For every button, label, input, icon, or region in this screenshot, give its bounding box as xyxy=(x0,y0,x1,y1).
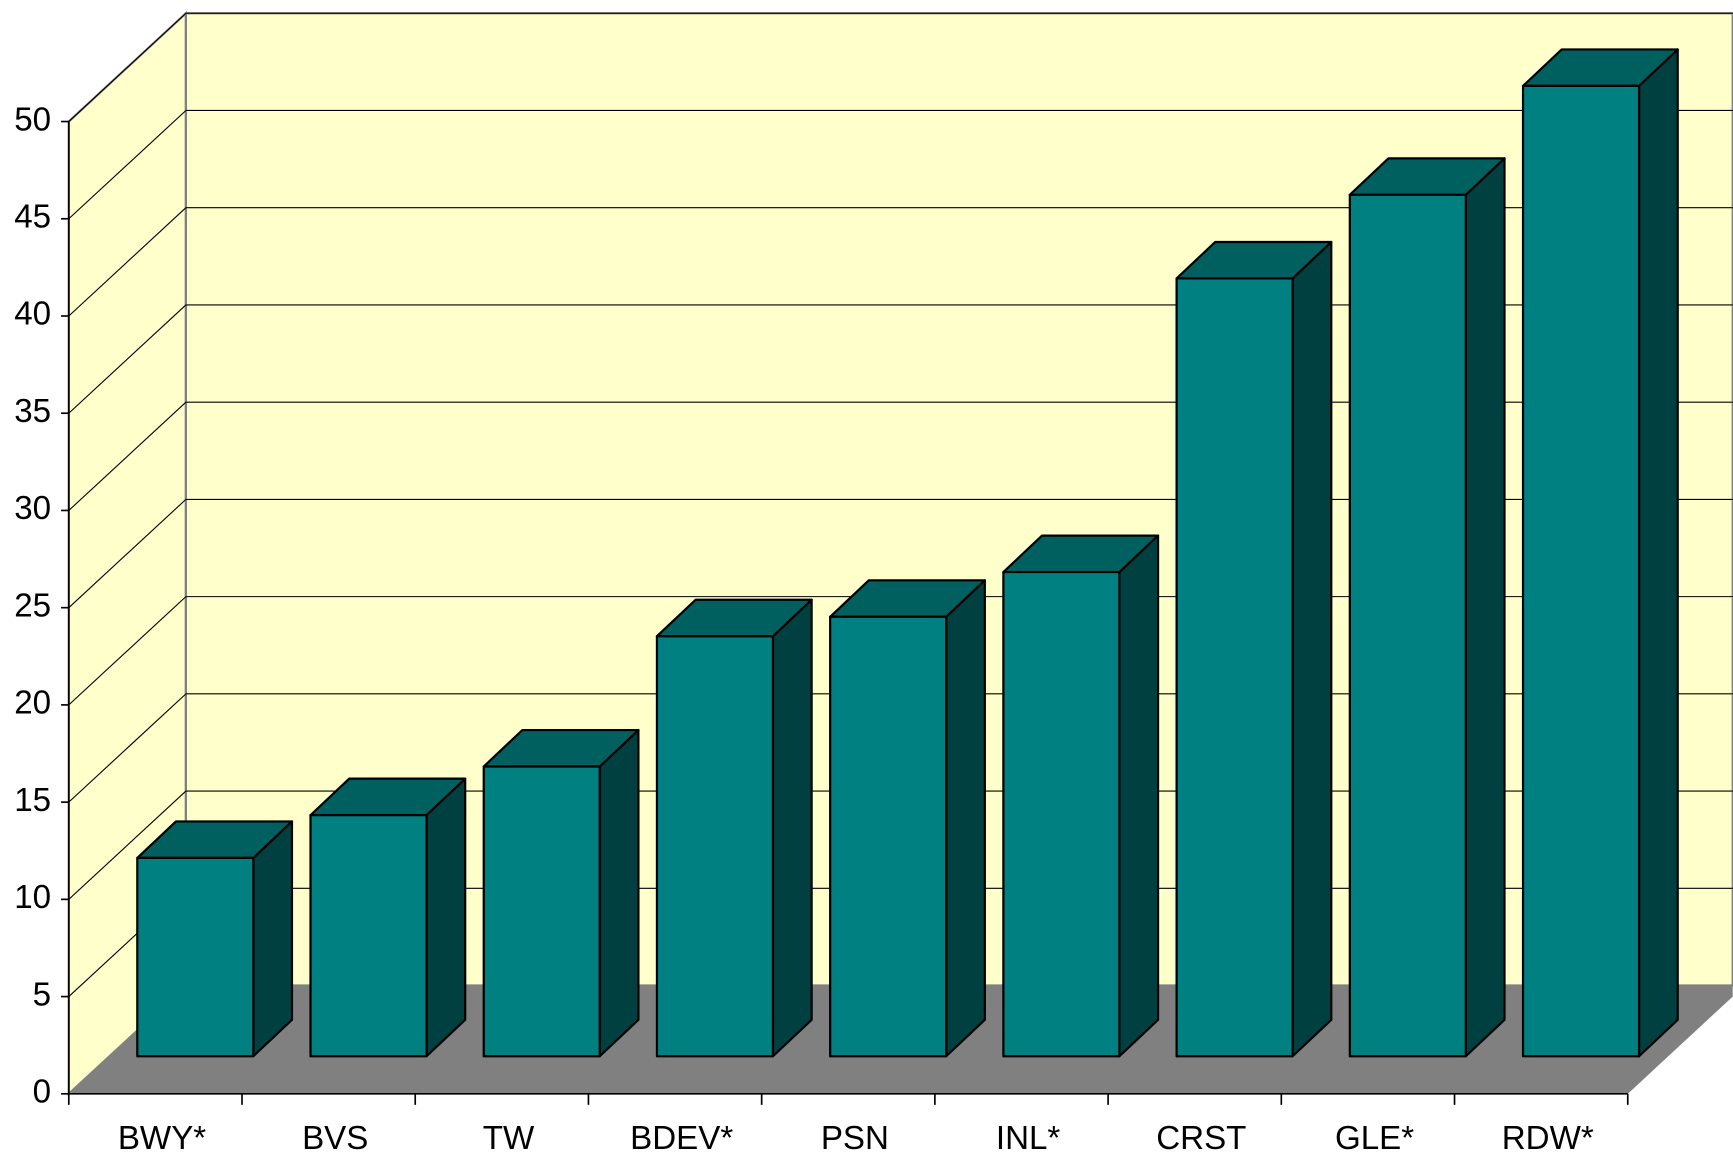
bar xyxy=(1348,193,1467,1058)
bar xyxy=(482,765,601,1058)
x-tick-label: BWY* xyxy=(118,1120,206,1157)
x-tick-label: TW xyxy=(483,1120,535,1157)
bar-side xyxy=(425,777,467,1058)
bar xyxy=(829,615,948,1058)
grid-line xyxy=(68,12,187,122)
bar-side xyxy=(1637,48,1679,1058)
y-tick-label: 50 xyxy=(14,101,51,138)
y-tick-label: 20 xyxy=(14,685,51,722)
grid-line xyxy=(68,693,187,803)
grid-line xyxy=(68,790,187,900)
bar-side xyxy=(945,579,986,1058)
grid-line xyxy=(68,110,187,220)
y-tick-label: 40 xyxy=(14,296,51,333)
bar-side xyxy=(771,598,813,1058)
bar xyxy=(1002,570,1121,1058)
x-tick-label: RDW* xyxy=(1502,1120,1594,1157)
bar-side xyxy=(1118,534,1160,1058)
y-tick-label: 35 xyxy=(14,393,51,430)
bar xyxy=(655,635,775,1058)
y-tick-label: 25 xyxy=(14,587,51,624)
bar-side xyxy=(252,820,294,1058)
x-tick-label: BDEV* xyxy=(630,1120,733,1157)
y-tick-label: 5 xyxy=(33,976,51,1013)
bar xyxy=(309,814,428,1058)
grid-line xyxy=(68,207,187,317)
x-tick-label: CRST xyxy=(1156,1120,1246,1157)
y-tick-label: 30 xyxy=(14,490,51,527)
grid-line xyxy=(68,401,187,511)
bar xyxy=(1175,277,1294,1058)
y-tick-label: 0 xyxy=(33,1074,51,1111)
bar xyxy=(1521,84,1641,1058)
grid-line xyxy=(68,596,187,706)
x-tick-label: BVS xyxy=(302,1120,368,1157)
axes: 0 5 10 15 20 25 30 35 40 45 50 BWY* BVS TW BDEV* PSN INL… xyxy=(14,101,1629,1157)
bars xyxy=(136,48,1679,1058)
bar-side xyxy=(1464,157,1506,1058)
grid-line xyxy=(68,304,187,414)
bar-side xyxy=(1291,240,1333,1058)
bar-side xyxy=(598,728,640,1058)
x-tick-label: GLE* xyxy=(1335,1120,1414,1157)
y-tick-label: 15 xyxy=(14,782,51,819)
x-tick-label: INL* xyxy=(996,1120,1061,1157)
bar xyxy=(136,856,255,1058)
grid-line xyxy=(68,498,187,609)
y-tick-label: 45 xyxy=(14,199,51,236)
y-tick-label: 10 xyxy=(14,879,51,916)
x-tick-label: PSN xyxy=(821,1120,889,1157)
